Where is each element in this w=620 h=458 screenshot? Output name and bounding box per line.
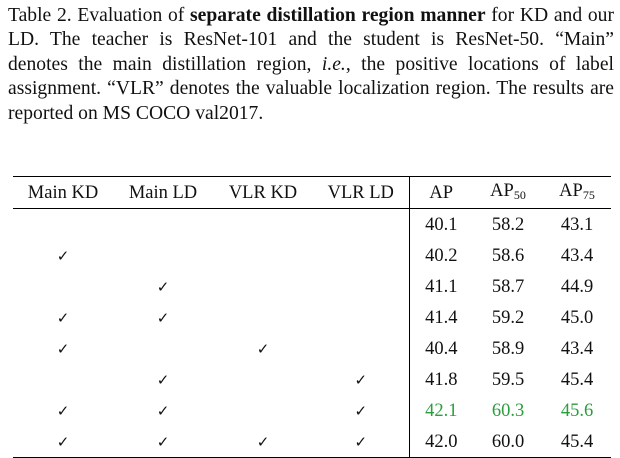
- table-row: ✓ ✓ 40.4 58.9 43.4: [13, 333, 611, 364]
- cell-ap50: 58.6: [491, 245, 525, 266]
- cell-vlr-kd: ✓: [256, 339, 270, 358]
- cell-vlr-ld: [313, 271, 410, 302]
- cell-main-ld: ✓: [156, 308, 170, 327]
- cell-main-ld: ✓: [113, 426, 213, 458]
- table-body: 40.1 58.2 43.1 ✓ 40.2 58.6 43.4 ✓ 41.1 58.7 44.9 ✓ ✓…: [13, 208, 611, 458]
- cell-main-kd: [13, 271, 113, 302]
- cell-main-ld: ✓: [156, 401, 170, 420]
- cell-ap: 40.2: [425, 245, 458, 266]
- caption-bold-text: separate distillation region manner: [190, 5, 486, 26]
- cell-vlr-ld: [313, 302, 410, 333]
- header-ap: AP: [409, 176, 473, 209]
- cell-ap: 41.8: [425, 369, 458, 390]
- header-ap75-base: AP: [559, 180, 583, 201]
- table-header-row: Main KD Main LD VLR KD VLR LD AP AP50 AP…: [13, 176, 611, 209]
- cell-main-kd: ✓: [56, 401, 70, 420]
- cell-ap: 41.4: [425, 307, 458, 328]
- cell-vlr-ld: [313, 208, 410, 240]
- cell-main-ld: [113, 240, 213, 271]
- cell-main-ld: [113, 209, 213, 241]
- cell-main-ld: ✓: [156, 277, 170, 296]
- caption-italic-text: i.e.: [321, 53, 346, 75]
- cell-ap: 40.4: [425, 338, 458, 359]
- cell-main-kd: [13, 209, 113, 241]
- cell-vlr-ld: ✓: [313, 395, 410, 426]
- header-main-ld: Main LD: [113, 176, 213, 209]
- cell-ap50: 59.2: [491, 307, 525, 328]
- cell-ap75: 45.4: [560, 369, 594, 390]
- header-ap50: AP50: [473, 176, 543, 209]
- cell-ap: 41.1: [425, 276, 458, 297]
- table-row: ✓ 40.2 58.6 43.4: [13, 240, 611, 271]
- table-row: ✓ 41.1 58.7 44.9: [13, 271, 611, 302]
- table-row: 40.1 58.2 43.1: [13, 208, 611, 241]
- cell-ap50: 59.5: [491, 369, 525, 390]
- cell-vlr-ld: [313, 333, 410, 364]
- cell-vlr-ld: ✓: [313, 426, 410, 458]
- header-vlr-ld: VLR LD: [313, 176, 410, 209]
- cell-main-ld: [113, 333, 213, 364]
- cell-ap: 42.1: [425, 400, 458, 421]
- cell-vlr-kd: [213, 271, 313, 302]
- cell-vlr-kd: ✓: [213, 426, 313, 458]
- cell-vlr-ld: [313, 240, 410, 271]
- table-row: ✓ ✓ 41.8 59.5 45.4: [13, 364, 611, 395]
- header-ap50-base: AP: [490, 180, 514, 201]
- cell-vlr-kd: [213, 302, 313, 333]
- cell-main-kd: [13, 364, 113, 395]
- cell-main-kd: ✓: [13, 426, 113, 458]
- caption-prefix: Table 2. Evaluation of: [8, 5, 191, 26]
- cell-ap75: 45.6: [560, 400, 594, 421]
- table-row: ✓ ✓ ✓ 42.1 60.3 45.6: [13, 395, 611, 426]
- cell-main-kd: ✓: [56, 339, 70, 358]
- cell-vlr-kd: [213, 364, 313, 395]
- cell-ap50: 60.0: [473, 426, 543, 458]
- header-ap75: AP75: [543, 176, 611, 209]
- cell-ap75: 44.9: [560, 276, 594, 297]
- header-main-kd: Main KD: [13, 176, 113, 209]
- table-row: ✓ ✓ 41.4 59.2 45.0: [13, 302, 611, 333]
- header-ap75-subscript: 75: [582, 187, 595, 202]
- header-ap50-subscript: 50: [513, 187, 526, 202]
- results-table: Main KD Main LD VLR KD VLR LD AP AP50 AP…: [13, 176, 611, 458]
- cell-main-kd: ✓: [56, 246, 70, 265]
- cell-vlr-kd: [213, 240, 313, 271]
- cell-ap75: 45.0: [560, 307, 594, 328]
- cell-ap: 42.0: [409, 426, 473, 458]
- table-caption: Table 2. Evaluation of separate distilla…: [8, 4, 614, 126]
- cell-ap50: 60.3: [491, 400, 525, 421]
- cell-ap50: 58.2: [491, 214, 525, 235]
- cell-vlr-kd: [213, 395, 313, 426]
- cell-ap75: 43.1: [560, 214, 594, 235]
- cell-vlr-kd: [213, 209, 313, 241]
- cell-ap75: 45.4: [543, 426, 611, 458]
- cell-ap50: 58.9: [491, 338, 525, 359]
- cell-ap75: 43.4: [560, 338, 594, 359]
- table-row: ✓ ✓ ✓ ✓ 42.0 60.0 45.4: [13, 426, 611, 458]
- cell-ap50: 58.7: [491, 276, 525, 297]
- cell-main-kd: ✓: [56, 308, 70, 327]
- cell-ap: 40.1: [425, 214, 458, 235]
- cell-ap75: 43.4: [560, 245, 594, 266]
- caption-text: for KD and our LD. The teacher is ResNet…: [8, 5, 614, 75]
- cell-vlr-ld: ✓: [313, 364, 410, 395]
- caption-text-end: , the positive locations of label assign…: [8, 53, 614, 124]
- cell-main-ld: ✓: [156, 370, 170, 389]
- header-vlr-kd: VLR KD: [213, 176, 313, 209]
